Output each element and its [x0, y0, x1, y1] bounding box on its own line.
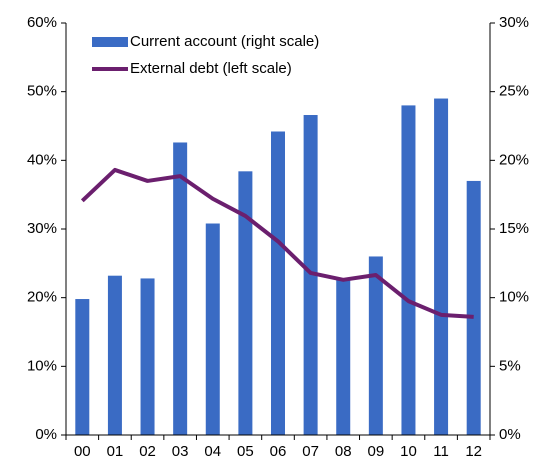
y-tick-label: 60%: [27, 14, 57, 31]
line: [80, 167, 474, 319]
bar: [336, 279, 351, 435]
legend: Current account (right scale) External d…: [92, 33, 319, 77]
y2-tick-label: 30%: [499, 14, 529, 31]
x-tick-label: 03: [172, 443, 189, 460]
y-tick-label: 40%: [27, 151, 57, 168]
y2-tick-label: 5%: [499, 357, 521, 374]
legend-label: External debt (left scale): [130, 60, 292, 77]
legend-swatch: [92, 37, 128, 47]
bar: [107, 275, 122, 435]
bar: [205, 223, 220, 435]
x-tick-label: 10: [400, 443, 417, 460]
bar: [173, 142, 188, 436]
bar: [401, 105, 416, 436]
x-tick-label: 11: [433, 443, 449, 460]
bar: [238, 171, 253, 435]
x-tick-label: 04: [204, 443, 221, 460]
y-tick-label: 20%: [27, 289, 57, 306]
y2-tick-label: 10%: [499, 289, 529, 306]
x-tick-label: 01: [107, 443, 124, 460]
bar: [271, 131, 285, 435]
y2-tick-label: 0%: [499, 426, 521, 443]
bar: [303, 115, 318, 435]
bar: [368, 256, 383, 435]
bar: [434, 98, 449, 436]
legend-label: Current account (right scale): [130, 33, 319, 50]
y-tick-label: 0%: [35, 426, 57, 443]
y-tick-label: 10%: [27, 357, 57, 374]
x-tick-label: 07: [302, 443, 319, 460]
y-tick-label: 30%: [27, 220, 57, 237]
y-tick-label: 50%: [27, 83, 57, 100]
x-tick-label: 06: [270, 443, 287, 460]
y2-tick-label: 20%: [499, 151, 529, 168]
bar: [75, 299, 90, 435]
bar: [466, 180, 481, 435]
x-tick-label: 09: [368, 443, 385, 460]
y2-tick-label: 25%: [499, 83, 529, 100]
x-tick-label: 02: [139, 443, 156, 460]
y2-tick-label: 15%: [499, 220, 529, 237]
x-tick-label: 00: [74, 443, 91, 460]
bar: [140, 278, 155, 435]
x-tick-label: 08: [335, 443, 352, 460]
x-tick-label: 05: [237, 443, 254, 460]
x-tick-label: 12: [465, 443, 482, 460]
